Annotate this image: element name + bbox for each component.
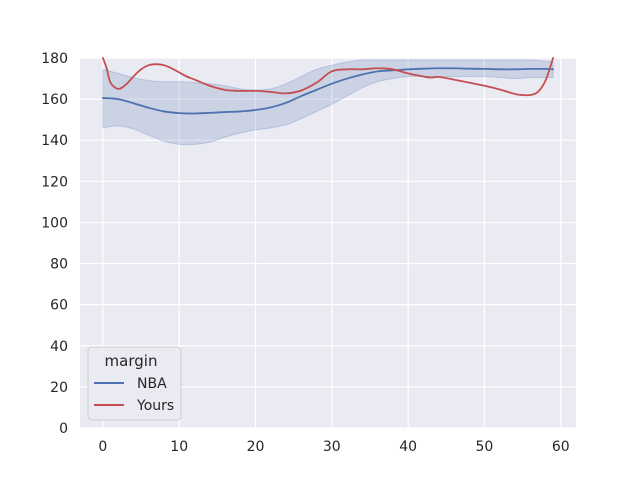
legend-label-yours: Yours [136, 398, 174, 414]
y-tick-label: 80 [50, 257, 68, 273]
x-tick-label: 0 [98, 439, 107, 455]
x-tick-label: 50 [476, 439, 494, 455]
y-tick-label: 0 [59, 421, 68, 437]
series-lines [101, 57, 555, 115]
y-axis-ticks: 0 20 40 60 80 100 120 140 160 180 [41, 51, 68, 437]
legend-label-nba: NBA [137, 376, 167, 392]
x-tick-label: 20 [247, 439, 265, 455]
y-tick-label: 100 [41, 215, 68, 231]
y-tick-label: 20 [50, 380, 68, 396]
confidence-bands [102, 59, 554, 146]
y-tick-label: 160 [41, 92, 68, 108]
series-line-yours [101, 57, 555, 97]
confidence-band-nba [102, 59, 554, 146]
legend-box [87, 346, 182, 421]
x-tick-label: 40 [399, 439, 417, 455]
y-tick-label: 140 [41, 133, 68, 149]
x-axis-ticks: 0 10 20 30 40 50 60 [98, 439, 569, 455]
series-line-nba [101, 67, 555, 115]
y-tick-label: 120 [41, 174, 68, 190]
x-tick-label: 10 [170, 439, 188, 455]
y-tick-label: 40 [50, 339, 68, 355]
legend-title: margin [105, 352, 158, 370]
y-tick-label: 60 [50, 298, 68, 314]
x-tick-label: 60 [552, 439, 570, 455]
x-tick-label: 30 [323, 439, 341, 455]
y-tick-label: 180 [41, 51, 68, 67]
legend: margin NBA Yours [87, 346, 182, 421]
